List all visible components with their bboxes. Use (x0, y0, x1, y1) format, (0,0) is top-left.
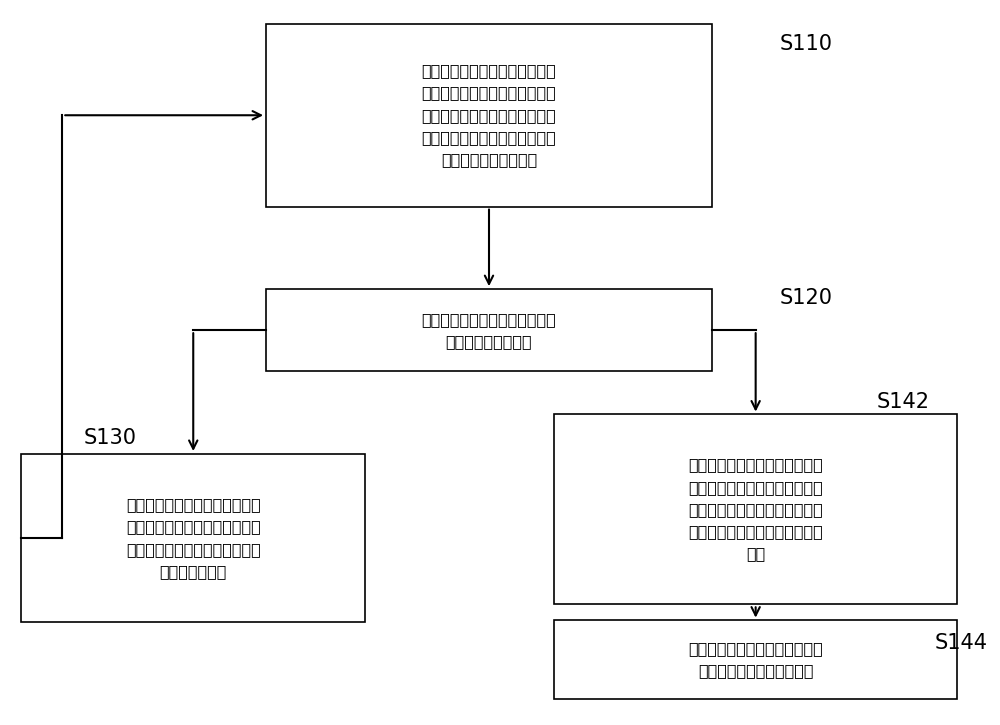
Text: S110: S110 (780, 33, 833, 54)
FancyBboxPatch shape (554, 621, 957, 700)
Text: S142: S142 (877, 392, 930, 412)
Text: S120: S120 (780, 288, 833, 308)
Text: S130: S130 (84, 428, 137, 448)
Text: 获取系统正常运行时的正常总功
率或正常总电流，并得到正常总
功率与基准总功率之间的总功率
差值或得到正常总电流与基准总
电流之间的总电流差值: 获取系统正常运行时的正常总功 率或正常总电流，并得到正常总 功率与基准总功率之间… (422, 63, 556, 167)
FancyBboxPatch shape (554, 415, 957, 605)
FancyBboxPatch shape (21, 454, 365, 622)
Text: S144: S144 (935, 634, 988, 653)
Text: 将总功率差值或总电流差值分别
与预设阈值进行比较: 将总功率差值或总电流差值分别 与预设阈值进行比较 (422, 312, 556, 349)
FancyBboxPatch shape (266, 289, 712, 371)
Text: 若总功率差值或总电流差值小于
预设阈值，获取总功率差值占正
常总功率的第一百分比值或总电
流差值占总电流差值的第二百分
比值: 若总功率差值或总电流差值小于 预设阈值，获取总功率差值占正 常总功率的第一百分比… (688, 457, 823, 561)
Text: 将典型功率增加第一百分比值或
典型电流增加第二百分比值: 将典型功率增加第一百分比值或 典型电流增加第二百分比值 (688, 642, 823, 679)
FancyBboxPatch shape (266, 24, 712, 207)
Text: 若总功率差值或总电流差值大于
预设阈值，则调试系统，并重新
获取系统正常运行时的正常总功
率或正常总电流: 若总功率差值或总电流差值大于 预设阈值，则调试系统，并重新 获取系统正常运行时的… (126, 497, 261, 579)
